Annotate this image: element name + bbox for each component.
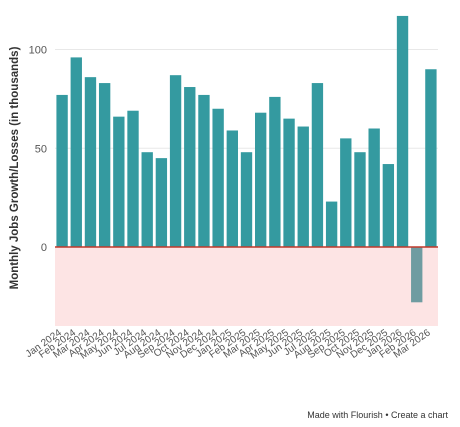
footer-separator: •: [382, 410, 391, 420]
bar[interactable]: [141, 152, 153, 247]
bar[interactable]: [198, 94, 210, 248]
bar[interactable]: [226, 130, 238, 247]
bar[interactable]: [368, 128, 380, 248]
bar[interactable]: [297, 126, 309, 247]
bar[interactable]: [255, 112, 267, 247]
bar[interactable]: [325, 201, 338, 247]
bar[interactable]: [113, 116, 125, 248]
bar[interactable]: [212, 108, 224, 247]
y-tick-label: 100: [29, 45, 47, 57]
bar[interactable]: [311, 83, 324, 247]
bar[interactable]: [155, 158, 168, 248]
bar[interactable]: [354, 152, 366, 247]
negative-region: [55, 247, 438, 326]
bar[interactable]: [84, 77, 97, 248]
bars: [56, 15, 437, 303]
y-axis-ticks: 0 50 100: [29, 45, 47, 255]
bar[interactable]: [98, 83, 111, 247]
bar[interactable]: [411, 247, 423, 303]
footer: Made with Flourish • Create a chart: [307, 410, 448, 420]
bar[interactable]: [382, 164, 395, 247]
y-tick-label: 0: [41, 242, 47, 254]
y-axis-title: Monthly Jobs Growth/Losses (in thousands…: [9, 46, 21, 289]
bar[interactable]: [269, 96, 281, 248]
create-chart-link[interactable]: Create a chart: [390, 410, 448, 420]
bar[interactable]: [240, 152, 253, 247]
bar[interactable]: [184, 87, 196, 247]
bar[interactable]: [70, 57, 82, 248]
bar[interactable]: [425, 69, 437, 247]
y-tick-label: 50: [35, 143, 47, 155]
bar[interactable]: [56, 94, 68, 248]
bar[interactable]: [169, 75, 182, 248]
bar[interactable]: [283, 118, 295, 248]
bar[interactable]: [127, 110, 139, 247]
made-with-flourish-link[interactable]: Made with Flourish: [307, 410, 383, 420]
bar[interactable]: [396, 15, 409, 248]
bar[interactable]: [340, 138, 352, 248]
